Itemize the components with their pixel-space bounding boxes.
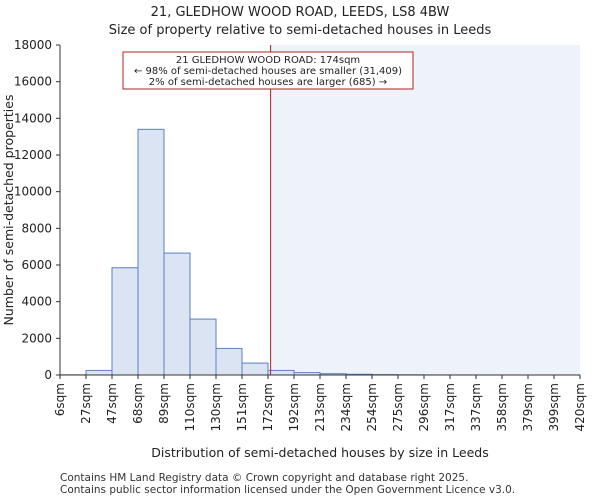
annotation-line-1: 21 GLEDHOW WOOD ROAD: 174sqm — [176, 55, 360, 66]
histogram-bar — [215, 347, 243, 376]
x-tick-label: 317sqm — [443, 383, 457, 431]
x-tick-label: 172sqm — [261, 383, 275, 431]
chart-title-address: 21, GLEDHOW WOOD ROAD, LEEDS, LS8 4BW — [150, 5, 450, 20]
y-tick-label: 18000 — [14, 38, 52, 52]
larger-properties-region — [270, 45, 580, 375]
histogram-bar — [137, 128, 165, 376]
x-tick-label: 89sqm — [157, 383, 171, 424]
histogram-bar — [163, 252, 191, 376]
x-tick-label: 68sqm — [131, 383, 145, 424]
x-tick-label: 275sqm — [391, 383, 405, 431]
x-tick-label: 27sqm — [79, 383, 93, 424]
chart-title-block: 21, GLEDHOW WOOD ROAD, LEEDS, LS8 4BW Si… — [0, 4, 600, 40]
x-tick-label: 337sqm — [469, 383, 483, 431]
attribution-footer: Contains HM Land Registry data © Crown c… — [60, 472, 515, 496]
x-tick-label: 151sqm — [235, 383, 249, 431]
histogram-bar — [189, 318, 217, 376]
x-tick-label: 213sqm — [313, 383, 327, 431]
x-tick-label: 358sqm — [495, 383, 509, 431]
y-tick-label: 4000 — [21, 295, 52, 309]
x-tick-label: 399sqm — [547, 383, 561, 431]
y-tick-label: 16000 — [14, 75, 52, 89]
histogram-bar — [85, 369, 113, 376]
annotation-layer: 21 GLEDHOW WOOD ROAD: 174sqm← 98% of sem… — [122, 51, 414, 90]
histogram-bar — [241, 362, 269, 376]
attribution-line-2: Contains public sector information licen… — [60, 484, 516, 496]
x-tick-label: 234sqm — [339, 383, 353, 431]
x-tick-label: 130sqm — [209, 383, 223, 431]
x-tick-label: 420sqm — [573, 383, 587, 431]
x-axis-title: Distribution of semi-detached houses by … — [151, 445, 489, 460]
x-tick-label: 47sqm — [105, 383, 119, 424]
y-tick-label: 2000 — [21, 331, 52, 345]
attribution-line-1: Contains HM Land Registry data © Crown c… — [60, 472, 469, 484]
x-tick-label: 254sqm — [365, 383, 379, 431]
histogram-bar — [111, 267, 139, 376]
highlight-region-layer — [270, 45, 580, 375]
x-tick-label: 192sqm — [287, 383, 301, 431]
y-tick-label: 6000 — [21, 258, 52, 272]
y-tick-label: 12000 — [14, 148, 52, 162]
x-tick-label: 6sqm — [53, 383, 67, 416]
histogram-bar — [267, 369, 295, 376]
bars-layer — [59, 128, 581, 376]
y-tick-label: 8000 — [21, 221, 52, 235]
x-tick-label: 110sqm — [183, 383, 197, 431]
annotation-box — [122, 51, 414, 90]
x-tick-label: 379sqm — [521, 383, 535, 431]
annotation-line-3: 2% of semi-detached houses are larger (6… — [149, 77, 387, 88]
chart-title-subtitle: Size of property relative to semi-detach… — [108, 23, 492, 38]
y-tick-label: 10000 — [14, 185, 52, 199]
annotation-line-2: ← 98% of semi-detached houses are smalle… — [134, 66, 402, 77]
axes-layer: 0 2000 4000 6000 8000 10000 12000 14000 16000 180… — [1, 38, 587, 460]
y-axis-title: Number of semi-detached properties — [1, 95, 16, 326]
x-tick-label: 296sqm — [417, 383, 431, 431]
y-tick-label: 14000 — [14, 111, 52, 125]
y-tick-label: 0 — [44, 368, 52, 382]
